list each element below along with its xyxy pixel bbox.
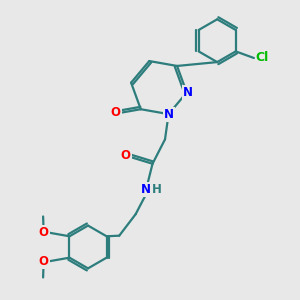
- Text: N: N: [140, 183, 150, 196]
- Text: N: N: [164, 108, 174, 121]
- Text: N: N: [183, 86, 193, 99]
- Text: O: O: [39, 255, 49, 268]
- Text: O: O: [121, 149, 131, 162]
- Text: O: O: [39, 226, 49, 238]
- Text: O: O: [111, 106, 121, 119]
- Text: H: H: [152, 183, 162, 196]
- Text: Cl: Cl: [256, 52, 269, 64]
